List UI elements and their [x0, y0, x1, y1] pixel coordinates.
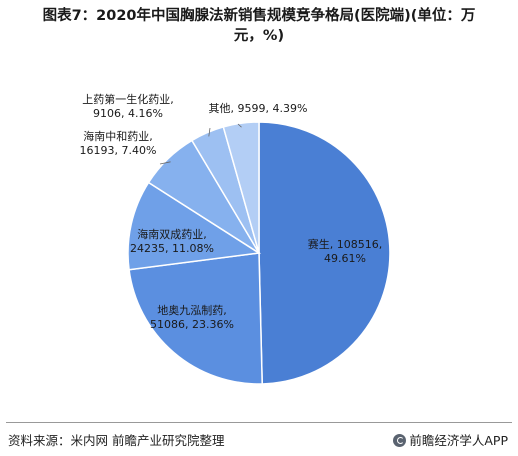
pie-slice-2 [128, 252, 263, 385]
data-label-6: 其他, 9599, 4.39% [209, 102, 308, 115]
data-label-5: 上药第一生化药业, 9106, 4.16% [82, 92, 174, 120]
pie-slice-3 [127, 181, 262, 271]
source-note: 资料来源：米内网 前瞻产业研究院整理 [8, 433, 225, 448]
data-label-4: 海南中和药业, 16193, 7.40% [80, 129, 157, 157]
brand-name: 前瞻经济学人APP [409, 433, 508, 448]
footer: 资料来源：米内网 前瞻产业研究院整理 前瞻经济学人APP [0, 422, 518, 456]
chart-title: 图表7：2020年中国胸腺法新销售规模竞争格局(医院端)(单位：万 元，%) [8, 6, 510, 46]
chart-title-line1: 图表7：2020年中国胸腺法新销售规模竞争格局(医院端)(单位：万 [42, 8, 476, 24]
footer-divider [6, 422, 512, 423]
leader-line-4 [159, 161, 171, 165]
leader-line-5 [208, 127, 211, 137]
brand-credit: 前瞻经济学人APP [393, 430, 508, 449]
pie-chart: 赛生, 108516, 49.61% 地奥九泓制药, 51086, 23.36% 海南双… [80, 92, 391, 385]
qianzhan-logo-icon [393, 434, 407, 447]
pie-slice-6 [222, 121, 260, 254]
pie-slice-1 [258, 121, 391, 385]
data-label-1: 赛生, 108516, 49.61% [308, 237, 382, 265]
chart-title-line2: 元，%) [233, 28, 285, 44]
leader-line-6 [237, 123, 242, 128]
data-label-2: 地奥九泓制药, 51086, 23.36% [150, 303, 234, 331]
data-label-3: 海南双成药业, 24235, 11.08% [130, 227, 214, 255]
